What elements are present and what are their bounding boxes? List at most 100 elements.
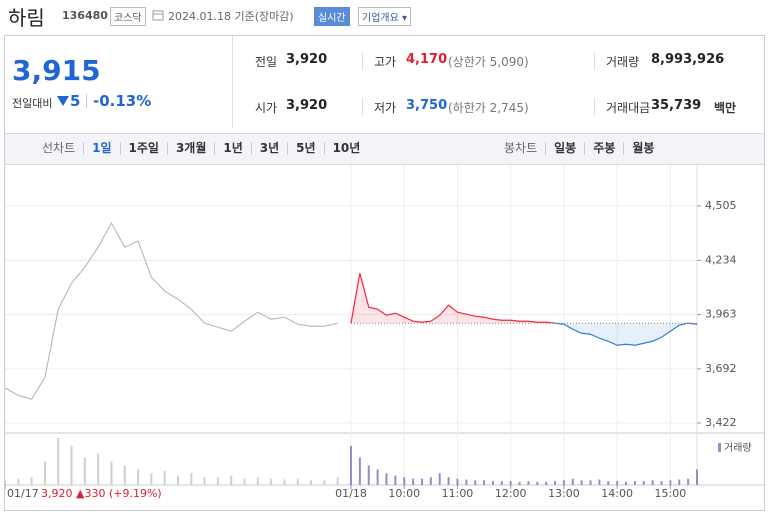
tab[interactable]: 3개월 — [166, 142, 214, 155]
volume-bar — [651, 480, 654, 485]
volume-bar — [177, 475, 179, 485]
volume-bar — [660, 481, 663, 485]
tab[interactable]: 3년 — [250, 142, 287, 155]
stat-label: 고가 — [374, 55, 397, 69]
market-badge: 코스닥 — [110, 7, 146, 26]
volume-bar — [97, 453, 100, 485]
x-tick-label: 01/17 — [7, 487, 39, 500]
volume-bar — [216, 477, 219, 485]
volume-bar — [57, 438, 60, 485]
volume-bar — [598, 479, 601, 485]
x-tick-label: 14:00 — [601, 487, 633, 500]
stat-note: (상한가 5,090) — [448, 55, 529, 69]
volume-bar — [283, 479, 286, 485]
volume-bar — [589, 480, 592, 485]
separator — [594, 52, 595, 70]
stock-name: 하림 — [8, 6, 45, 30]
tab-group-label: 봉차트 — [504, 141, 538, 155]
stat-value: 3,920 — [286, 52, 328, 67]
volume-bar — [150, 473, 153, 485]
calendar-icon — [152, 10, 164, 21]
overview-label: 기업개요 — [362, 13, 399, 24]
overview-dropdown[interactable]: 기업개요 ▾ — [358, 7, 412, 26]
tab[interactable]: 1년 — [214, 142, 250, 155]
volume-bar — [474, 480, 477, 485]
tab[interactable]: 5년 — [287, 142, 323, 155]
candle-tabs: 봉차트 일봉 주봉 월봉 — [496, 142, 662, 155]
stat-label: 시가 — [255, 101, 278, 115]
volume-bar — [571, 478, 574, 485]
tab[interactable]: 1주일 — [119, 142, 167, 155]
volume-bar — [5, 481, 6, 485]
volume-bar — [137, 469, 140, 485]
current-price: 3,915 — [12, 54, 101, 87]
volume-bar — [633, 481, 636, 485]
area — [351, 273, 697, 324]
legend-label: 거래량 — [724, 442, 752, 454]
volume-bar — [696, 469, 698, 485]
stat-label: 거래량 — [606, 55, 640, 69]
volume-bar — [483, 480, 486, 485]
line-tabs: 선차트 1일 1주일 3개월 1년 3년 5년 10년 — [34, 142, 368, 155]
chart: 3,422 3,692 3,963 4,234 4,505 01/17 01/18 10:00… — [5, 165, 764, 500]
volume-bar — [376, 469, 379, 485]
volume-bar — [420, 478, 423, 485]
volume-bar — [43, 461, 46, 485]
stat-note: (하한가 2,745) — [448, 101, 529, 115]
tab[interactable]: 월봉 — [623, 142, 662, 155]
legend-swatch — [718, 443, 721, 452]
volume-bar — [642, 481, 645, 485]
y-tick-label: 3,422 — [705, 416, 737, 429]
stat-value: 3,920 — [286, 98, 328, 113]
volume-bar — [30, 477, 33, 485]
x-tick-label: 01/18 — [335, 487, 367, 500]
volume-bar — [17, 478, 20, 485]
annotation: 3,920 ▲330 (+9.19%) — [41, 487, 162, 500]
separator — [86, 94, 87, 108]
x-tick-label: 15:00 — [655, 487, 687, 500]
x-tick-label: 10:00 — [388, 487, 420, 500]
volume-bar — [580, 480, 583, 485]
volume-bar — [323, 480, 326, 485]
change-rate: -0.13% — [93, 92, 152, 110]
volume-bar — [536, 481, 539, 485]
volume-bar — [350, 445, 352, 485]
volume-bar — [243, 478, 246, 485]
stat-value: 4,170 — [406, 52, 448, 67]
y-tick-label: 4,234 — [705, 253, 737, 266]
volume-bar — [358, 457, 361, 485]
volume-bar — [429, 477, 432, 485]
volume-bar — [336, 477, 339, 485]
volume-bar — [518, 481, 521, 485]
y-tick-label: 3,692 — [705, 362, 737, 375]
volume-bar — [456, 478, 459, 485]
date: 2024.01.18 기준(장마감) — [168, 10, 294, 23]
volume-bar — [190, 473, 193, 485]
volume-bar — [110, 461, 113, 485]
volume-bar — [412, 478, 415, 485]
line — [5, 221, 338, 401]
tab[interactable]: 주봉 — [584, 142, 623, 155]
line — [351, 323, 698, 346]
x-tick-label: 13:00 — [548, 487, 580, 500]
stat-value: 8,993,926 — [651, 52, 725, 67]
volume-bar — [296, 478, 299, 485]
volume-bar — [310, 480, 313, 485]
volume-bar — [607, 481, 610, 485]
tab[interactable]: 10년 — [323, 142, 369, 155]
separator — [594, 98, 595, 116]
y-tick-label: 3,963 — [705, 308, 737, 321]
tab[interactable]: 1일 — [83, 142, 119, 155]
tab-bar — [5, 133, 764, 165]
volume-bar — [678, 479, 681, 485]
volume-bar — [123, 465, 126, 485]
volume-bar — [500, 481, 503, 485]
realtime-button[interactable]: 실시간 — [314, 7, 350, 26]
stat-label: 전일 — [255, 55, 278, 69]
volume-bar — [163, 470, 166, 485]
tab[interactable]: 일봉 — [545, 142, 584, 155]
volume-bar — [616, 481, 619, 485]
stock-code: 136480 — [62, 9, 108, 22]
volume-bar — [669, 480, 672, 485]
